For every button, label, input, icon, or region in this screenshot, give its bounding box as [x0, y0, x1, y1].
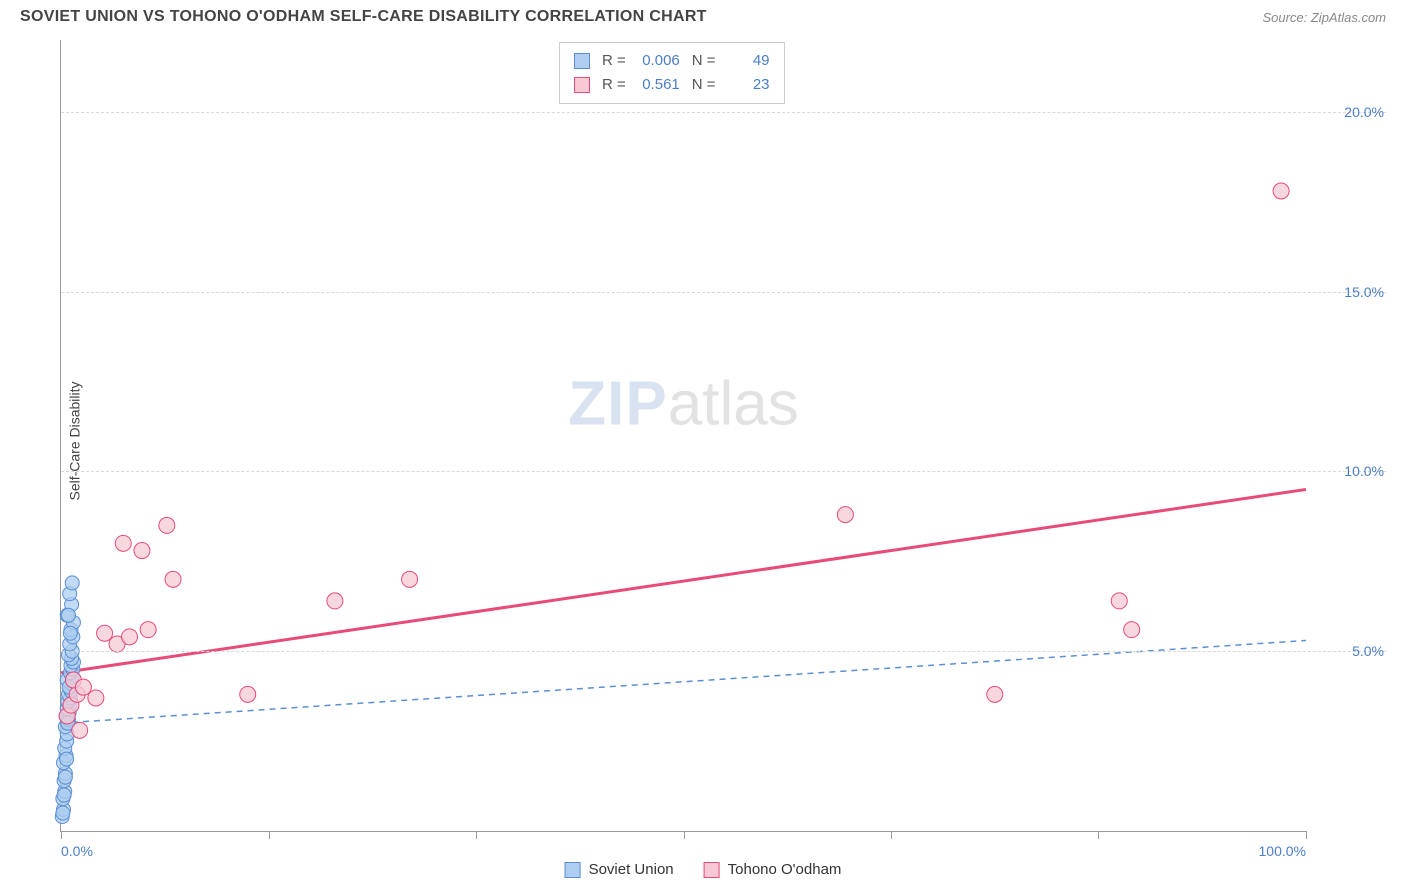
data-point: [134, 543, 150, 559]
y-tick-label: 15.0%: [1344, 284, 1384, 300]
x-tick-label: 100.0%: [1259, 843, 1306, 859]
data-point: [240, 686, 256, 702]
gridline: [61, 471, 1386, 472]
data-point: [1111, 593, 1127, 609]
plot-svg: [61, 40, 1306, 831]
x-tick: [1098, 831, 1099, 839]
legend-swatch-1: [704, 862, 720, 878]
legend-label-1: Tohono O'odham: [728, 861, 842, 878]
data-point: [1273, 183, 1289, 199]
data-point: [57, 788, 71, 802]
plot-area: ZIPatlas R = 0.006 N = 49 R = 0.561 N = …: [60, 40, 1306, 832]
data-point: [72, 722, 88, 738]
data-point: [63, 626, 77, 640]
x-tick: [1306, 831, 1307, 839]
data-point: [165, 571, 181, 587]
data-point: [1124, 622, 1140, 638]
trend-line: [61, 489, 1306, 672]
trend-line: [61, 640, 1306, 723]
data-point: [159, 517, 175, 533]
legend-item-1: Tohono O'odham: [704, 861, 842, 878]
legend-item-0: Soviet Union: [565, 861, 674, 878]
data-point: [402, 571, 418, 587]
data-point: [65, 576, 79, 590]
data-point: [88, 690, 104, 706]
data-point: [140, 622, 156, 638]
data-point: [327, 593, 343, 609]
legend-label-0: Soviet Union: [589, 861, 674, 878]
gridline: [61, 112, 1386, 113]
gridline: [61, 651, 1386, 652]
bottom-legend: Soviet Union Tohono O'odham: [565, 861, 842, 878]
x-tick: [891, 831, 892, 839]
legend-swatch-0: [565, 862, 581, 878]
chart-title: SOVIET UNION VS TOHONO O'ODHAM SELF-CARE…: [20, 8, 707, 26]
source-attribution: Source: ZipAtlas.com: [1262, 10, 1386, 25]
y-tick-label: 10.0%: [1344, 463, 1384, 479]
data-point: [75, 679, 91, 695]
data-point: [987, 686, 1003, 702]
x-tick-label: 0.0%: [61, 843, 93, 859]
y-tick-label: 5.0%: [1352, 643, 1384, 659]
data-point: [837, 507, 853, 523]
data-point: [115, 535, 131, 551]
x-tick: [61, 831, 62, 839]
data-point: [121, 629, 137, 645]
data-point: [61, 608, 75, 622]
data-point: [97, 625, 113, 641]
data-point: [60, 752, 74, 766]
data-point: [58, 770, 72, 784]
x-tick: [684, 831, 685, 839]
data-point: [56, 806, 70, 820]
gridline: [61, 292, 1386, 293]
x-tick: [476, 831, 477, 839]
x-tick: [269, 831, 270, 839]
chart-container: Self-Care Disability ZIPatlas R = 0.006 …: [50, 40, 1386, 842]
y-tick-label: 20.0%: [1344, 104, 1384, 120]
